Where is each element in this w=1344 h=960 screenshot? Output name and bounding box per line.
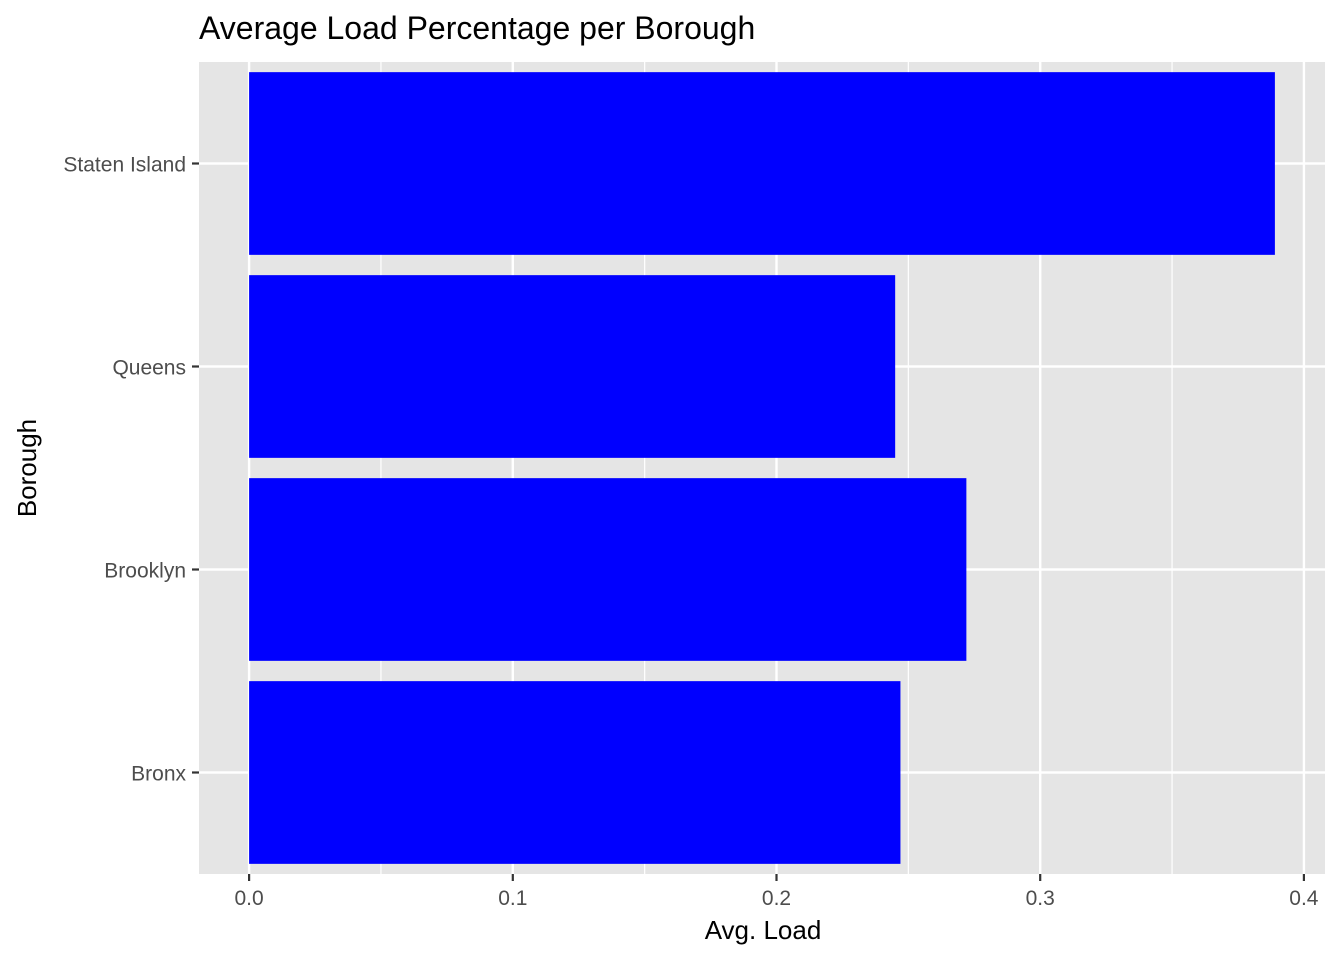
bar-staten-island (249, 72, 1275, 255)
x-tick-label: 0.3 (1026, 887, 1055, 910)
y-axis-title: Borough (12, 419, 42, 517)
y-tick-label: Queens (112, 357, 186, 380)
y-tick-label: Bronx (131, 763, 186, 786)
x-tick-label: 0.0 (235, 887, 264, 910)
y-tick-label: Staten Island (63, 154, 186, 177)
x-tick-label: 0.4 (1289, 887, 1319, 910)
x-tick-label: 0.1 (498, 887, 527, 910)
bars (249, 72, 1275, 864)
bar-queens (249, 275, 896, 458)
bar-brooklyn (249, 478, 967, 661)
x-axis-ticks: 0.0 0.1 0.2 0.3 0.4 (235, 874, 1319, 910)
chart-title: Average Load Percentage per Borough (199, 10, 755, 46)
bar-bronx (249, 681, 901, 864)
y-axis-ticks: Bronx Brooklyn Queens Staten Island (63, 154, 199, 786)
x-axis-title: Avg. Load (705, 915, 822, 945)
y-tick-label: Brooklyn (104, 560, 186, 583)
x-tick-label: 0.2 (762, 887, 791, 910)
